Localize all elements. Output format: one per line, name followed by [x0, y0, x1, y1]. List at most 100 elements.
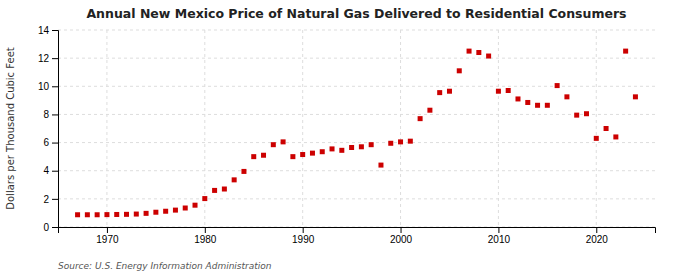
tick: 10: [38, 81, 58, 92]
point: [202, 196, 207, 201]
grid-line: [58, 58, 655, 59]
y-axis: 0 2 4 6 8 10 12 14: [38, 25, 59, 233]
point: [124, 212, 129, 217]
point: [163, 209, 168, 214]
point: [418, 116, 423, 121]
point: [623, 49, 628, 54]
point: [144, 211, 149, 216]
chart: 1970 1980 1990 2000 2010 2020 0 2 4 6 8 10 12 14 Annua…: [0, 0, 675, 275]
point: [398, 139, 403, 144]
point: [496, 89, 501, 94]
point: [85, 212, 90, 217]
tick-mark: [52, 30, 58, 31]
grid-line: [58, 86, 655, 87]
tick-label: 12: [38, 53, 50, 64]
grid-line: [58, 198, 655, 199]
tick: 1990: [292, 227, 315, 245]
point: [447, 89, 452, 94]
point: [300, 152, 305, 157]
tick: 2: [43, 194, 58, 205]
point: [114, 212, 119, 217]
point: [75, 212, 80, 217]
point: [545, 103, 550, 108]
tick-label: 2000: [390, 234, 413, 245]
tick-label: 2010: [488, 234, 511, 245]
point: [369, 142, 374, 147]
tick-label: 10: [38, 81, 50, 92]
point: [359, 144, 364, 149]
point: [574, 113, 579, 118]
point: [584, 111, 589, 116]
annotation: Source: U.S. Energy Information Administ…: [58, 261, 272, 271]
point: [486, 54, 491, 59]
tick-mark: [52, 114, 58, 115]
tick-label: 8: [43, 109, 49, 120]
point: [437, 90, 442, 95]
tick-label: 1990: [292, 234, 315, 245]
tick: 2010: [488, 227, 511, 245]
grid-line: [58, 142, 655, 143]
point: [271, 142, 276, 147]
point: [506, 88, 511, 93]
tick-label: 4: [43, 165, 49, 176]
tick-mark: [52, 58, 58, 59]
point: [310, 151, 315, 156]
point: [261, 153, 266, 158]
grid-line: [302, 30, 303, 227]
grid-line: [58, 30, 655, 31]
grid-line: [596, 30, 597, 227]
point: [515, 96, 520, 101]
point: [330, 146, 335, 151]
tick-mark: [52, 199, 58, 200]
grid-line: [58, 114, 655, 115]
point: [212, 188, 217, 193]
point: [134, 212, 139, 217]
tick-mark: [596, 227, 597, 233]
point: [222, 187, 227, 192]
grid-line: [58, 170, 655, 171]
point: [564, 94, 569, 99]
point: [104, 212, 109, 217]
point: [232, 177, 237, 182]
tick-label: 0: [43, 222, 49, 233]
points: [75, 49, 638, 218]
point: [193, 203, 198, 208]
point: [388, 141, 393, 146]
tick-mark: [52, 86, 58, 87]
tick-label: 1980: [194, 234, 217, 245]
tick: 0: [43, 222, 58, 233]
x-axis: 1970 1980 1990 2000 2010 2020: [59, 227, 656, 245]
point: [173, 208, 178, 213]
point: [241, 169, 246, 174]
grid-line: [498, 30, 499, 227]
point: [535, 103, 540, 108]
point: [467, 49, 472, 54]
point: [349, 145, 354, 150]
title: Annual New Mexico Price of Natural Gas D…: [86, 6, 626, 21]
point: [476, 50, 481, 55]
point: [633, 94, 638, 99]
tick-mark: [52, 171, 58, 172]
tick-mark: [205, 227, 206, 233]
point: [95, 212, 100, 217]
grid-line: [400, 30, 401, 227]
tick: 14: [38, 25, 58, 36]
tick: 1970: [96, 227, 119, 245]
tick-mark: [52, 143, 58, 144]
tick: 2020: [586, 227, 609, 245]
y-axis-title: Dollars per Thousand Cubic Feet: [5, 47, 16, 210]
tick-mark: [498, 227, 499, 233]
tick: 4: [43, 165, 58, 176]
tick: 6: [43, 137, 58, 148]
tick-label: 14: [38, 25, 50, 36]
tick-label: 6: [43, 137, 49, 148]
grid: [58, 30, 655, 227]
tick: 1980: [194, 227, 217, 245]
point: [339, 148, 344, 153]
point: [251, 154, 256, 159]
point: [604, 126, 609, 131]
point: [320, 149, 325, 154]
point: [457, 68, 462, 73]
point: [427, 108, 432, 113]
tick-label: 1970: [96, 234, 119, 245]
